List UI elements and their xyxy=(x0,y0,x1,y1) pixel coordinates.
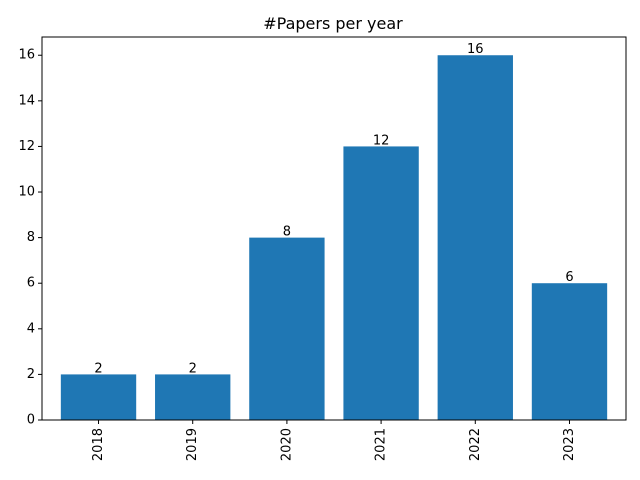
x-tick-label-2021: 2021 xyxy=(374,428,389,461)
bar-labels-group: 2 2 8 12 16 6 xyxy=(94,42,573,376)
bar-value-label-2023: 6 xyxy=(565,270,573,285)
bar-2023 xyxy=(531,283,608,420)
y-tick-label-12: 12 xyxy=(18,139,35,154)
bar-value-label-2022: 16 xyxy=(467,42,484,57)
y-tick-label-14: 14 xyxy=(18,93,35,108)
y-axis: 0 2 4 6 8 10 12 14 16 xyxy=(18,48,42,428)
y-tick-label-4: 4 xyxy=(27,321,35,336)
plot-frame xyxy=(41,36,627,421)
y-tick-label-2: 2 xyxy=(27,367,35,382)
bar-2021 xyxy=(343,146,419,420)
x-tick-label-2020: 2020 xyxy=(279,428,294,461)
bar-value-label-2018: 2 xyxy=(94,361,102,376)
y-tick-label-6: 6 xyxy=(27,276,35,291)
y-tick-label-10: 10 xyxy=(18,185,35,200)
y-tick-label-16: 16 xyxy=(18,48,35,63)
bar-value-label-2020: 8 xyxy=(283,225,291,240)
x-tick-label-2019: 2019 xyxy=(185,428,200,461)
y-tick-label-0: 0 xyxy=(27,413,35,428)
bars-group xyxy=(60,55,608,420)
x-tick-label-2023: 2023 xyxy=(562,428,577,461)
x-tick-label-2018: 2018 xyxy=(91,428,106,461)
x-axis: 2018 2019 2020 2021 2022 2023 xyxy=(91,420,577,461)
chart-title: #Papers per year xyxy=(263,14,403,33)
x-tick-label-2022: 2022 xyxy=(468,428,483,461)
bar-2020 xyxy=(249,237,325,420)
bar-2019 xyxy=(155,374,231,420)
bar-2022 xyxy=(437,55,513,420)
y-tick-label-8: 8 xyxy=(27,230,35,245)
bar-2018 xyxy=(60,374,137,420)
bar-value-label-2019: 2 xyxy=(189,361,197,376)
bar-value-label-2021: 12 xyxy=(373,133,390,148)
